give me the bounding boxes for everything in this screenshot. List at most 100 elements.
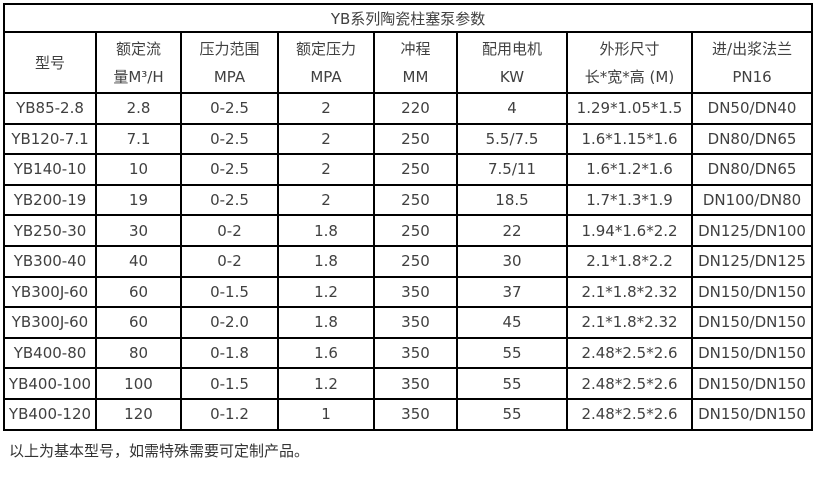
table-cell: 2.48*2.5*2.6: [566, 336, 693, 370]
table-cell: DN150/DN150: [690, 306, 814, 339]
table-cell: 1.94*1.6*2.2: [566, 214, 693, 247]
column-header-line1: 额定压力: [295, 39, 356, 58]
table-row: YB300-40 40 0-2 1.8 250 30 2.1*1.8*2.2 DN125/DN…: [3, 244, 814, 278]
table-cell: 22: [456, 214, 568, 247]
table-cell: DN50/DN40: [690, 92, 814, 125]
table-cell: 19: [95, 183, 182, 217]
table-cell: 2.1*1.8*2.2: [566, 244, 693, 278]
table-cell: 55: [456, 397, 568, 431]
table-cell: 0-1.5: [180, 367, 279, 400]
column-header-line1: 进/出浆法兰: [712, 39, 793, 58]
table-cell: 0-2: [180, 244, 279, 278]
model-cell: YB300J-60: [3, 306, 97, 339]
table-cell: 30: [95, 214, 182, 247]
column-header-line2: MPA: [310, 67, 342, 86]
table-cell: 100: [95, 367, 182, 400]
table-cell: 55: [456, 367, 568, 400]
table-cell: 220: [373, 92, 458, 125]
table-cell: 10: [95, 153, 182, 186]
table-body: YB85-2.8 2.8 0-2.5 2 220 4 1.29*1.05*1.5 DN50/D…: [3, 92, 814, 431]
table-cell: 0-2: [180, 214, 279, 247]
table-cell: 1.8: [277, 244, 375, 278]
column-header: 额定压力 MPA: [277, 31, 375, 94]
table-cell: 0-2.0: [180, 306, 279, 339]
table-cell: 350: [373, 336, 458, 370]
column-header-line1: 冲程: [400, 39, 431, 58]
table-cell: 7.5/11: [456, 153, 568, 186]
column-header-line1: 压力范围: [199, 39, 260, 58]
footer-note: 以上为基本型号，如需特殊需要可定制产品。: [9, 441, 310, 460]
table-cell: DN100/DN80: [690, 183, 814, 217]
table-cell: 250: [373, 122, 458, 156]
table-cell: 2: [277, 122, 375, 156]
table-cell: 120: [95, 397, 182, 431]
table-cell: 1.7*1.3*1.9: [566, 183, 693, 217]
table-cell: 250: [373, 153, 458, 186]
table-row: YB300J-60 60 0-1.5 1.2 350 37 2.1*1.8*2.32 DN15…: [3, 275, 814, 309]
table-row: YB120-7.1 7.1 0-2.5 2 250 5.5/7.5 1.6*1.15*1.6…: [3, 122, 814, 156]
table-row: YB400-80 80 0-1.8 1.6 350 55 2.48*2.5*2.6 DN150…: [3, 336, 814, 370]
table-cell: 1.6*1.15*1.6: [566, 122, 693, 156]
table-row: YB400-120 120 0-1.2 1 350 55 2.48*2.5*2.6 DN150…: [3, 397, 814, 431]
table-cell: 2.48*2.5*2.6: [566, 367, 693, 400]
table-cell: 2: [277, 183, 375, 217]
table-cell: 2.8: [95, 92, 182, 125]
table-cell: 45: [456, 306, 568, 339]
column-header-line2: MM: [402, 67, 429, 86]
table-cell: 7.1: [95, 122, 182, 156]
table-cell: 1.2: [277, 275, 375, 309]
table-cell: 0-1.5: [180, 275, 279, 309]
table-cell: 2.48*2.5*2.6: [566, 397, 693, 431]
table-cell: 350: [373, 367, 458, 400]
pump-spec-table: YB系列陶瓷柱塞泵参数 型号 额定流 量M³/H 压力范围 MPA 额定压力 MPA 冲程 MM…: [2, 3, 814, 431]
table-cell: 1.6*1.2*1.6: [566, 153, 693, 186]
model-cell: YB200-19: [3, 183, 97, 217]
table-cell: 0-2.5: [180, 183, 279, 217]
column-header: 冲程 MM: [373, 31, 458, 94]
table-cell: 0-1.2: [180, 397, 279, 431]
table-cell: 350: [373, 306, 458, 339]
table-cell: DN125/DN100: [690, 214, 814, 247]
column-header-line2: PN16: [732, 67, 772, 86]
table-row: YB140-10 10 0-2.5 2 250 7.5/11 1.6*1.2*1.6 DN80…: [3, 153, 814, 186]
table-cell: 0-2.5: [180, 122, 279, 156]
table-cell: 60: [95, 306, 182, 339]
column-header: 额定流 量M³/H: [95, 31, 182, 94]
column-header: 进/出浆法兰 PN16: [690, 31, 814, 94]
model-cell: YB300-40: [3, 244, 97, 278]
table-cell: 1: [277, 397, 375, 431]
table-row: YB300J-60 60 0-2.0 1.8 350 45 2.1*1.8*2.32 DN15…: [3, 306, 814, 339]
table-cell: 30: [456, 244, 568, 278]
table-cell: 350: [373, 275, 458, 309]
table-cell: DN150/DN150: [690, 275, 814, 309]
column-header: 压力范围 MPA: [180, 31, 279, 94]
column-header-line2: 量M³/H: [113, 67, 164, 86]
table-cell: 250: [373, 183, 458, 217]
table-cell: 250: [373, 244, 458, 278]
table-row: YB85-2.8 2.8 0-2.5 2 220 4 1.29*1.05*1.5 DN50/D…: [3, 92, 814, 125]
table-cell: 2.1*1.8*2.32: [566, 275, 693, 309]
model-cell: YB300J-60: [3, 275, 97, 309]
column-header-line2: 长*宽*高 (M): [584, 67, 675, 86]
table-cell: 37: [456, 275, 568, 309]
title-row: YB系列陶瓷柱塞泵参数: [2, 3, 814, 33]
table-cell: DN80/DN65: [690, 153, 814, 186]
model-cell: YB120-7.1: [3, 122, 97, 156]
table-cell: DN125/DN125: [690, 244, 814, 278]
table-cell: 1.8: [277, 214, 375, 247]
table-cell: 5.5/7.5: [456, 122, 568, 156]
table-cell: 80: [95, 336, 182, 370]
column-header-line1: 外形尺寸: [599, 39, 660, 58]
header-row: 型号 额定流 量M³/H 压力范围 MPA 额定压力 MPA 冲程 MM 配用电机 KW 外形尺寸 长*…: [3, 31, 814, 94]
table-cell: 60: [95, 275, 182, 309]
table-cell: 4: [456, 92, 568, 125]
table-cell: 1.29*1.05*1.5: [566, 92, 693, 125]
table-cell: 350: [373, 397, 458, 431]
model-cell: YB140-10: [3, 153, 97, 186]
table-title: YB系列陶瓷柱塞泵参数: [2, 3, 814, 33]
column-header-line1: 配用电机: [481, 39, 542, 58]
table-cell: 0-2.5: [180, 153, 279, 186]
table-cell: 1.8: [277, 306, 375, 339]
table-row: YB250-30 30 0-2 1.8 250 22 1.94*1.6*2.2 DN125/D…: [3, 214, 814, 247]
table-cell: 2: [277, 153, 375, 186]
